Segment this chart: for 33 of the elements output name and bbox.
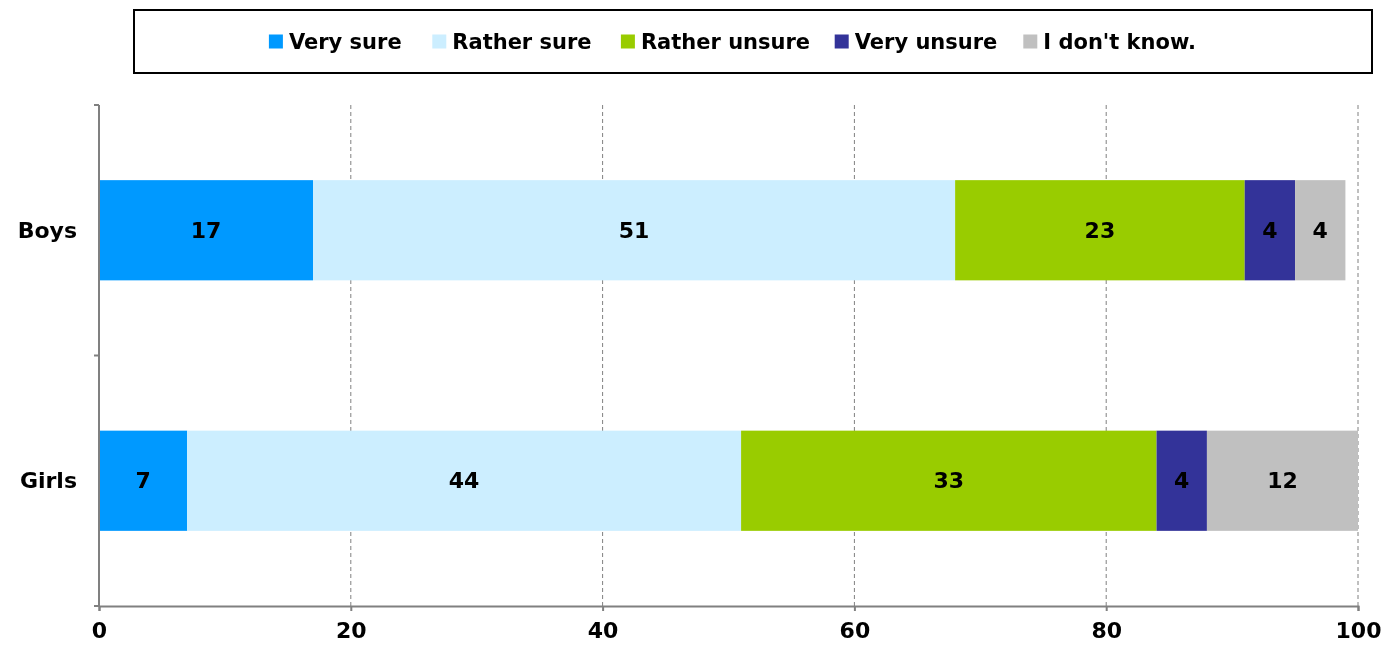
data-label: 4 bbox=[1262, 217, 1278, 243]
bar bbox=[1295, 180, 1346, 281]
data-label: 51 bbox=[618, 217, 650, 243]
data-label: 7 bbox=[135, 468, 151, 494]
bar bbox=[955, 180, 1245, 281]
data-label: 17 bbox=[190, 217, 222, 243]
bar bbox=[1206, 430, 1358, 531]
legend-label: Rather sure bbox=[452, 29, 592, 54]
data-label: 4 bbox=[1312, 217, 1328, 243]
y-tick-label: Boys bbox=[17, 217, 77, 243]
bar bbox=[99, 430, 188, 531]
bar bbox=[741, 430, 1157, 531]
x-tick-label: 40 bbox=[587, 618, 619, 644]
bar bbox=[187, 430, 742, 531]
legend-label: Rather unsure bbox=[640, 29, 811, 54]
bar bbox=[99, 180, 314, 281]
legend-label: Very unsure bbox=[854, 29, 998, 54]
x-tick-label: 100 bbox=[1335, 618, 1382, 644]
x-tick-label: 20 bbox=[335, 618, 367, 644]
bar bbox=[1156, 430, 1207, 531]
data-label: 12 bbox=[1267, 468, 1298, 494]
y-tick-label: Girls bbox=[19, 468, 77, 494]
bar bbox=[1244, 180, 1296, 281]
x-tick-label: 0 bbox=[91, 618, 108, 644]
legend-label: Very sure bbox=[288, 29, 402, 54]
data-label: 44 bbox=[448, 468, 480, 494]
data-label: 33 bbox=[933, 468, 965, 494]
data-label: 23 bbox=[1084, 217, 1116, 243]
data-label: 4 bbox=[1174, 468, 1190, 494]
x-tick-label: 80 bbox=[1091, 618, 1123, 644]
bar bbox=[313, 180, 956, 281]
legend-label: I don't know. bbox=[1043, 29, 1196, 54]
x-tick-label: 60 bbox=[839, 618, 871, 644]
